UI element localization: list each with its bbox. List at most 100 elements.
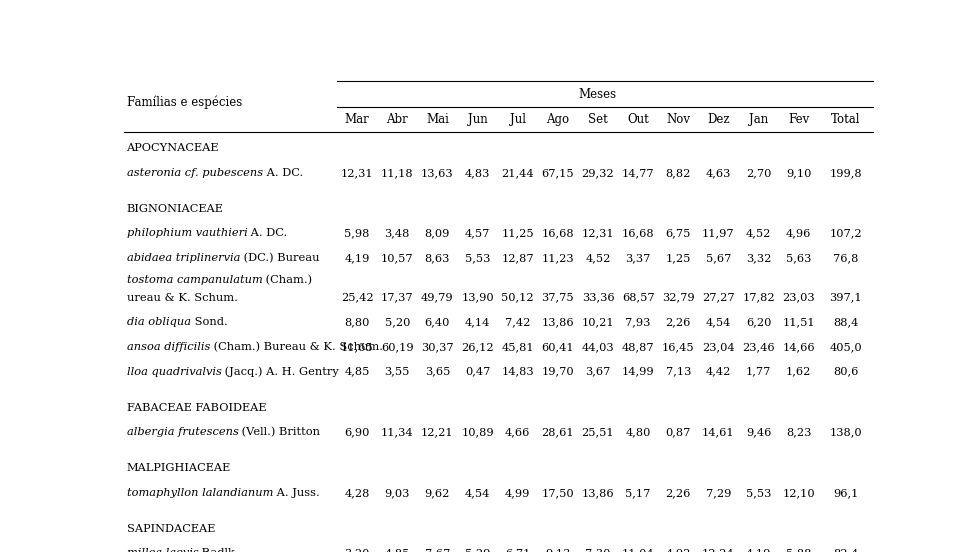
Text: 6,75: 6,75 — [665, 229, 690, 238]
Text: 2,26: 2,26 — [665, 488, 690, 498]
Text: 3,48: 3,48 — [384, 229, 410, 238]
Text: APOCYNACEAE: APOCYNACEAE — [126, 143, 219, 153]
Text: abidaea triplinervia: abidaea triplinervia — [126, 253, 239, 263]
Text: 4,52: 4,52 — [745, 229, 770, 238]
Text: 9,03: 9,03 — [384, 488, 410, 498]
Text: 4,83: 4,83 — [464, 168, 489, 178]
Text: 3,65: 3,65 — [424, 367, 450, 376]
Text: 8,09: 8,09 — [424, 229, 450, 238]
Text: ureau & K. Schum.: ureau & K. Schum. — [126, 293, 237, 302]
Text: 3,55: 3,55 — [384, 367, 410, 376]
Text: 96,1: 96,1 — [832, 488, 858, 498]
Text: 5,29: 5,29 — [464, 549, 489, 552]
Text: 80,6: 80,6 — [832, 367, 858, 376]
Text: 37,75: 37,75 — [541, 293, 574, 302]
Text: 4,28: 4,28 — [344, 488, 369, 498]
Text: Radlk.: Radlk. — [198, 549, 238, 552]
Text: 7,42: 7,42 — [505, 317, 530, 327]
Text: 88,4: 88,4 — [832, 317, 858, 327]
Text: Total: Total — [830, 113, 860, 126]
Text: 4,42: 4,42 — [705, 367, 731, 376]
Text: 4,63: 4,63 — [705, 168, 731, 178]
Text: 8,80: 8,80 — [344, 317, 369, 327]
Text: 48,87: 48,87 — [621, 342, 654, 352]
Text: Fev: Fev — [787, 113, 808, 126]
Text: Mai: Mai — [425, 113, 449, 126]
Text: 23,04: 23,04 — [702, 342, 734, 352]
Text: 8,23: 8,23 — [785, 427, 811, 437]
Text: 4,85: 4,85 — [384, 549, 410, 552]
Text: 9,10: 9,10 — [785, 168, 811, 178]
Text: 13,63: 13,63 — [421, 168, 453, 178]
Text: 5,53: 5,53 — [464, 253, 489, 263]
Text: 13,90: 13,90 — [460, 293, 493, 302]
Text: 4,66: 4,66 — [505, 427, 530, 437]
Text: Mar: Mar — [344, 113, 369, 126]
Text: 7,93: 7,93 — [625, 317, 650, 327]
Text: 11,25: 11,25 — [501, 229, 534, 238]
Text: 44,03: 44,03 — [581, 342, 613, 352]
Text: 4,52: 4,52 — [584, 253, 610, 263]
Text: 16,68: 16,68 — [621, 229, 654, 238]
Text: 7,13: 7,13 — [665, 367, 690, 376]
Text: 7,29: 7,29 — [705, 488, 731, 498]
Text: 6,90: 6,90 — [344, 427, 369, 437]
Text: 4,85: 4,85 — [344, 367, 369, 376]
Text: 3,67: 3,67 — [584, 367, 610, 376]
Text: Jun: Jun — [467, 113, 486, 126]
Text: 1,77: 1,77 — [745, 367, 770, 376]
Text: 67,15: 67,15 — [541, 168, 574, 178]
Text: SAPINDACEAE: SAPINDACEAE — [126, 524, 215, 534]
Text: A. Juss.: A. Juss. — [272, 488, 320, 498]
Text: (Cham.): (Cham.) — [262, 275, 312, 285]
Text: 12,21: 12,21 — [421, 427, 453, 437]
Text: 23,03: 23,03 — [782, 293, 814, 302]
Text: 10,21: 10,21 — [581, 317, 613, 327]
Text: 17,50: 17,50 — [541, 488, 574, 498]
Text: 4,80: 4,80 — [625, 427, 650, 437]
Text: 13,86: 13,86 — [541, 317, 574, 327]
Text: 82,4: 82,4 — [832, 549, 858, 552]
Text: Dez: Dez — [706, 113, 729, 126]
Text: 5,63: 5,63 — [785, 253, 811, 263]
Text: 4,99: 4,99 — [505, 488, 530, 498]
Text: Abr: Abr — [386, 113, 408, 126]
Text: 7,67: 7,67 — [424, 549, 450, 552]
Text: 17,37: 17,37 — [381, 293, 413, 302]
Text: 11,97: 11,97 — [702, 229, 734, 238]
Text: 28,61: 28,61 — [541, 427, 574, 437]
Text: 4,54: 4,54 — [705, 317, 731, 327]
Text: 12,31: 12,31 — [340, 168, 373, 178]
Text: 27,27: 27,27 — [702, 293, 734, 302]
Text: 11,23: 11,23 — [541, 253, 574, 263]
Text: 405,0: 405,0 — [828, 342, 861, 352]
Text: 138,0: 138,0 — [828, 427, 861, 437]
Text: 107,2: 107,2 — [828, 229, 861, 238]
Text: 19,70: 19,70 — [541, 367, 574, 376]
Text: 4,54: 4,54 — [464, 488, 489, 498]
Text: 14,77: 14,77 — [621, 168, 654, 178]
Text: 11,65: 11,65 — [340, 342, 373, 352]
Text: 4,57: 4,57 — [464, 229, 489, 238]
Text: A. DC.: A. DC. — [247, 229, 287, 238]
Text: 11,51: 11,51 — [782, 317, 814, 327]
Text: 6,40: 6,40 — [424, 317, 450, 327]
Text: 11,34: 11,34 — [381, 427, 413, 437]
Text: 10,57: 10,57 — [381, 253, 413, 263]
Text: 8,63: 8,63 — [424, 253, 450, 263]
Text: 9,62: 9,62 — [424, 488, 450, 498]
Text: albergia frutescens: albergia frutescens — [126, 427, 238, 437]
Text: 5,53: 5,53 — [745, 488, 770, 498]
Text: 76,8: 76,8 — [832, 253, 858, 263]
Text: A. DC.: A. DC. — [263, 168, 302, 178]
Text: 2,70: 2,70 — [745, 168, 770, 178]
Text: 25,51: 25,51 — [581, 427, 613, 437]
Text: 11,04: 11,04 — [621, 549, 654, 552]
Text: asteronia cf. pubescens: asteronia cf. pubescens — [126, 168, 263, 178]
Text: 17,82: 17,82 — [741, 293, 774, 302]
Text: 23,46: 23,46 — [741, 342, 774, 352]
Text: lloa quadrivalvis: lloa quadrivalvis — [126, 367, 221, 376]
Text: dia obliqua: dia obliqua — [126, 317, 190, 327]
Text: 3,32: 3,32 — [745, 253, 770, 263]
Text: 3,20: 3,20 — [344, 549, 369, 552]
